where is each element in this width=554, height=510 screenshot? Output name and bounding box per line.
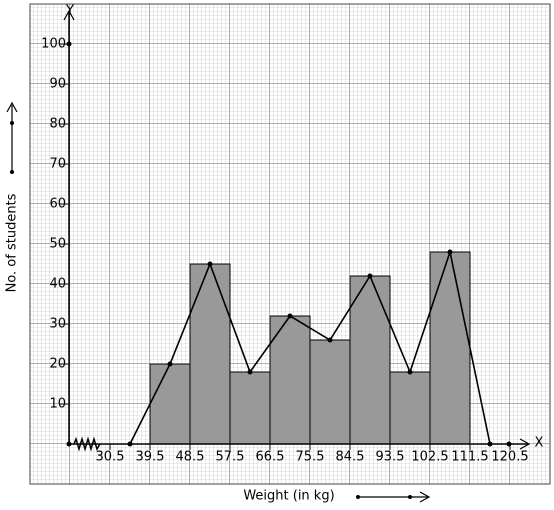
bar — [429, 251, 471, 445]
x-tick-label: 111.5 — [451, 450, 488, 465]
axis-break — [73, 436, 101, 452]
y-direction-arrow — [6, 101, 18, 174]
y-tick-label: 10 — [49, 397, 66, 412]
y-tick-label: 50 — [49, 237, 66, 252]
x-axis-arrow — [519, 438, 531, 450]
y-tick-label: 30 — [49, 317, 66, 332]
origin-dot — [66, 441, 72, 447]
bar — [349, 275, 391, 445]
y-tick-label: 40 — [49, 277, 66, 292]
x-tick-label: 120.5 — [491, 450, 528, 465]
y-axis-letter: Y — [65, 4, 74, 19]
y-tick-label: 70 — [49, 157, 66, 172]
bar — [189, 263, 231, 445]
polygon-point — [367, 273, 373, 279]
x-direction-arrow — [356, 491, 431, 503]
polygon-point — [207, 261, 213, 267]
polygon-point — [167, 361, 173, 367]
x-axis-letter: X — [535, 436, 544, 451]
polygon-point — [407, 369, 413, 375]
x-tick-label: 84.5 — [336, 450, 365, 465]
bar — [309, 339, 351, 445]
frequency-polygon — [129, 248, 491, 445]
x-tick-label: 30.5 — [96, 450, 125, 465]
axis-dot — [506, 441, 512, 447]
y-tick-label: 20 — [49, 357, 66, 372]
plot — [127, 248, 493, 447]
polygon-point — [447, 249, 453, 255]
y-axis-label: No. of students — [5, 193, 20, 292]
bar — [149, 363, 191, 445]
polygon-point — [287, 313, 293, 319]
y-tick-label: 80 — [49, 117, 66, 132]
x-tick-label: 102.5 — [411, 450, 448, 465]
x-tick-label: 66.5 — [256, 450, 285, 465]
polygon-point — [327, 337, 333, 343]
y-axis-arrow — [63, 9, 75, 21]
bar — [389, 371, 431, 445]
x-tick-label: 39.5 — [136, 450, 165, 465]
x-axis-label: Weight (in kg) — [243, 489, 334, 504]
y-tick-label: 100 — [41, 37, 66, 52]
x-tick-label: 57.5 — [216, 450, 245, 465]
polygon-point — [247, 369, 253, 375]
x-tick-label: 75.5 — [296, 450, 325, 465]
x-tick-label: 48.5 — [176, 450, 205, 465]
y-tick-label: 60 — [49, 197, 66, 212]
y-tick-label: 90 — [49, 77, 66, 92]
bar — [229, 371, 271, 445]
x-tick-label: 93.5 — [376, 450, 405, 465]
